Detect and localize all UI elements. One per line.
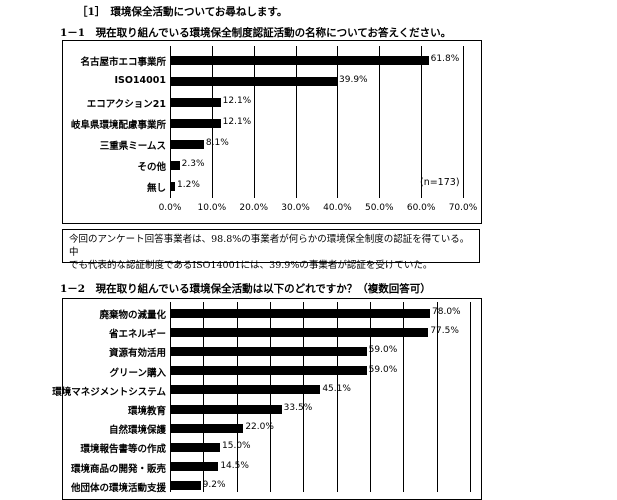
bar xyxy=(170,76,337,86)
sample-size-label: (n=173) xyxy=(420,177,460,188)
category-label: 廃棄物の減量化 xyxy=(99,310,166,321)
bar xyxy=(170,327,429,337)
bar xyxy=(170,481,201,491)
gridline xyxy=(470,302,471,492)
question-2-title: 1－2 現在取り組んでいる環境保全活動は以下のどれですか？（複数回答可） xyxy=(60,283,431,295)
value-label: 8.1% xyxy=(205,138,229,148)
bar xyxy=(170,181,176,191)
bar xyxy=(170,385,321,395)
value-label: 22.0% xyxy=(245,422,274,433)
x-tick-label: 60.0% xyxy=(406,203,436,213)
value-label: 78.0% xyxy=(432,307,461,317)
value-label: 1.2% xyxy=(177,180,200,190)
gridline xyxy=(379,46,380,198)
x-tick-label: 70.0% xyxy=(448,203,478,213)
value-label: 59.0% xyxy=(368,364,398,375)
note-line-1: 今回のアンケート回答事業者は、98.8%の事業者が何らかの環境保全制度の認証を得… xyxy=(69,234,470,258)
gridline xyxy=(237,302,238,492)
gridline xyxy=(370,302,371,492)
gridline xyxy=(270,302,271,492)
bar xyxy=(170,366,367,376)
category-label: 環境報告書等の作成 xyxy=(80,444,166,456)
bar xyxy=(170,346,367,356)
bar xyxy=(170,442,220,452)
question-1-title: 1－1 現在取り組んでいる環境保全制度認証活動の名称についてお答えください。 xyxy=(60,27,452,39)
value-label: 77.5% xyxy=(430,326,459,337)
gridline xyxy=(421,46,422,198)
category-label: その他 xyxy=(137,162,166,173)
value-label: 33.5% xyxy=(283,403,313,413)
bar xyxy=(170,160,180,170)
value-label: 61.8% xyxy=(430,54,460,64)
gridline xyxy=(437,302,438,492)
category-label: グリーン購入 xyxy=(109,367,166,379)
bar xyxy=(170,423,244,433)
category-label: 無し xyxy=(146,183,166,194)
category-label: 岐阜県環境配慮事業所 xyxy=(70,120,166,131)
category-label: ISO14001 xyxy=(114,75,166,86)
gridline xyxy=(303,302,304,492)
bar xyxy=(170,55,429,65)
category-label: 自然環境保護 xyxy=(108,425,166,437)
bar xyxy=(170,118,221,128)
gridline xyxy=(337,46,338,198)
value-label: 14.5% xyxy=(220,460,249,471)
category-label: 環境教育 xyxy=(127,406,166,417)
section-title: ［1］ 環境保全活動についてお尋ねします。 xyxy=(77,6,288,18)
value-label: 2.3% xyxy=(181,159,205,169)
value-label: 39.9% xyxy=(339,75,368,85)
category-label: 資源有効活用 xyxy=(108,348,166,360)
bar xyxy=(170,97,221,107)
value-label: 45.1% xyxy=(322,383,351,394)
x-tick-label: 10.0% xyxy=(197,203,227,213)
gridline xyxy=(463,46,464,198)
value-label: 59.0% xyxy=(368,345,398,356)
category-label: 環境商品の開発・販売 xyxy=(70,463,166,475)
category-label: 三重県ミームス xyxy=(99,141,166,152)
gridline xyxy=(254,46,255,198)
note-line-2: でも代表的な認証制度であるISO14001には、39.9%の事業者が認証を受けて… xyxy=(69,260,433,271)
x-tick-label: 40.0% xyxy=(323,203,352,213)
gridline xyxy=(296,46,297,198)
value-label: 12.1% xyxy=(222,117,252,127)
value-label: 9.2% xyxy=(202,479,226,490)
note-box: 今回のアンケート回答事業者は、98.8%の事業者が何らかの環境保全制度の認証を得… xyxy=(62,229,480,271)
x-tick-label: 20.0% xyxy=(239,203,268,213)
category-label: 他団体の環境活動支援 xyxy=(70,482,166,494)
gridline xyxy=(170,302,171,492)
category-label: 名古屋市エコ事業所 xyxy=(80,57,166,68)
category-label: 省エネルギー xyxy=(108,329,166,341)
bar xyxy=(170,308,430,318)
category-label: 環境マネジメントシステム xyxy=(52,386,166,398)
gridline xyxy=(337,302,338,492)
gridline xyxy=(403,302,404,492)
x-tick-label: 0.0% xyxy=(158,203,182,213)
category-label: エコアクション21 xyxy=(86,99,166,110)
gridline xyxy=(203,302,204,492)
value-label: 15.0% xyxy=(222,441,251,452)
chart-1-frame xyxy=(62,40,482,224)
bar xyxy=(170,404,282,414)
bar xyxy=(170,462,219,472)
bar xyxy=(170,139,204,149)
x-tick-label: 50.0% xyxy=(364,203,394,213)
x-tick-label: 30.0% xyxy=(281,203,310,213)
value-label: 12.1% xyxy=(222,96,252,106)
